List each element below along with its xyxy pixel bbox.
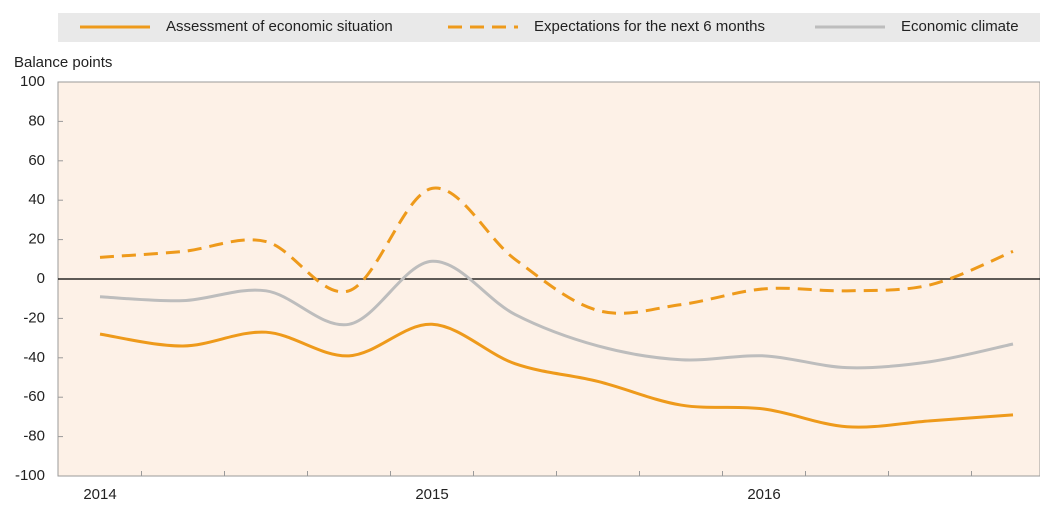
y-tick-label: 40 — [28, 191, 45, 208]
y-tick-label: -40 — [23, 349, 45, 366]
legend-label: Assessment of economic situation — [166, 18, 393, 35]
x-tick-label: 2015 — [415, 486, 448, 503]
y-tick-label: -20 — [23, 309, 45, 326]
y-tick-label: 60 — [28, 152, 45, 169]
y-tick-label: -60 — [23, 388, 45, 405]
y-tick-label: 20 — [28, 231, 45, 248]
y-tick-label: 100 — [20, 73, 45, 90]
series-line — [99, 259, 1014, 370]
x-tick-label: 2016 — [747, 486, 780, 503]
y-tick-label: -80 — [23, 428, 45, 445]
legend-label: Expectations for the next 6 months — [534, 18, 765, 35]
x-tick-label: 2014 — [83, 486, 116, 503]
y-axis-label: Balance points — [14, 54, 112, 71]
series-line — [99, 186, 1014, 315]
y-tick-label: -100 — [15, 467, 45, 484]
series-line — [99, 322, 1014, 429]
y-tick-label: 80 — [28, 112, 45, 129]
legend-label: Economic climate — [901, 18, 1019, 35]
y-tick-label: 0 — [37, 270, 45, 287]
